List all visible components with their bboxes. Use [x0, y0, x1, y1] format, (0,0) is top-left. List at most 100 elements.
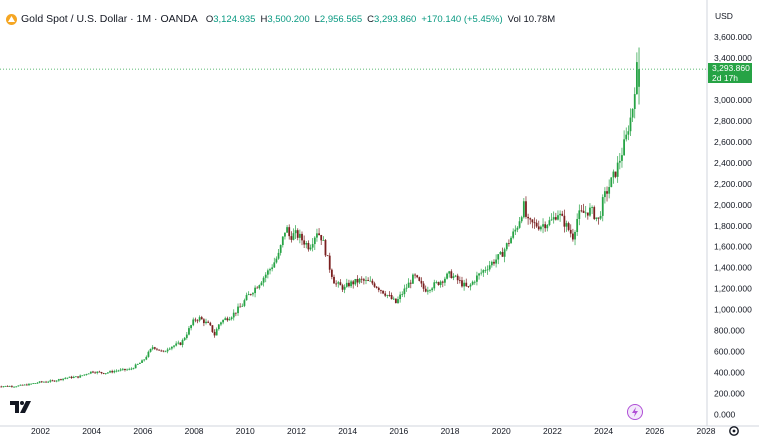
candle-body [175, 343, 178, 346]
x-tick-label: 2012 [287, 426, 306, 436]
candle-body [405, 287, 408, 289]
candle-body [119, 369, 122, 371]
candle-body [444, 278, 446, 283]
candle-body [311, 244, 314, 248]
candle-body [362, 279, 365, 281]
candle-body [196, 320, 199, 322]
candle-body [2, 386, 5, 388]
candle-body [81, 375, 84, 377]
candle-body [482, 270, 485, 273]
candle-body [337, 282, 340, 284]
candle-body [234, 312, 237, 314]
y-axis-ticks: 0.000 200.000 400.000 600.000 800.000 1,000.0… [714, 32, 752, 420]
candle-body [599, 215, 602, 219]
settings-gear-icon[interactable] [728, 424, 740, 436]
candle-body [177, 342, 180, 344]
candle-body [635, 62, 638, 95]
currency-label[interactable]: USD [715, 11, 733, 21]
symbol-title[interactable]: Gold Spot / U.S. Dollar · 1M · OANDA [21, 13, 198, 25]
candle-body [371, 280, 374, 284]
candle-body [230, 317, 233, 320]
candle-body [92, 371, 94, 373]
candle-body [341, 285, 344, 290]
candle-body [170, 346, 173, 349]
candle-body [437, 282, 440, 285]
candle-body [330, 269, 333, 277]
candle-body [136, 363, 139, 365]
candle-body [328, 255, 331, 270]
candle-body [200, 317, 203, 320]
x-tick-label: 2022 [543, 426, 562, 436]
candle-body [207, 321, 210, 323]
candle-body [320, 234, 323, 241]
candle-body [134, 364, 137, 369]
candle-body [399, 294, 402, 300]
candle-body [49, 380, 52, 382]
candle-body [542, 224, 544, 227]
candle-body [209, 322, 212, 326]
candle-body [522, 201, 525, 218]
y-tick-label: 2,400.000 [714, 158, 752, 168]
candle-body [190, 325, 192, 329]
candle-body [258, 285, 261, 289]
x-tick-label: 2002 [31, 426, 50, 436]
candle-body [104, 373, 107, 375]
tradingview-logo-icon[interactable] [10, 400, 32, 418]
candle-body [107, 372, 109, 374]
candle-body [373, 283, 376, 287]
candle-body [173, 345, 175, 347]
candle-body [497, 254, 500, 260]
lightning-bolt-icon[interactable] [627, 404, 643, 420]
candle-body [168, 348, 171, 350]
candle-body [625, 134, 628, 140]
candle-body [629, 117, 632, 132]
candle-body [593, 207, 596, 219]
y-tick-label: 0.000 [714, 410, 736, 420]
y-tick-label: 200.000 [714, 389, 745, 399]
candle-body [552, 217, 555, 220]
candle-body [518, 221, 521, 228]
candle-body [407, 282, 410, 288]
candle-body [448, 271, 451, 274]
candle-body [584, 212, 587, 214]
candle-body [281, 236, 284, 246]
candle-body [589, 207, 591, 216]
candle-body [194, 319, 197, 321]
candle-body [490, 261, 493, 266]
candle-body [574, 232, 576, 240]
gold-coin-icon[interactable] [6, 13, 17, 25]
candle-body [275, 258, 278, 263]
candle-body [565, 223, 568, 227]
candle-body [153, 347, 156, 349]
candle-body [96, 371, 99, 373]
ohlc-open: O3,124.935 [205, 13, 256, 25]
candle-body [505, 243, 508, 250]
candle-body [424, 288, 427, 292]
candle-body [162, 350, 165, 352]
candle-body [294, 230, 297, 234]
candle-body [89, 371, 92, 374]
candle-body [202, 319, 205, 324]
candle-body [62, 378, 65, 380]
candle-body [252, 293, 254, 295]
current-price-value: 3,293.860 [712, 63, 750, 73]
candle-body [469, 284, 472, 287]
candle-body [484, 270, 487, 271]
candle-body [273, 262, 276, 268]
candle-body [463, 282, 466, 287]
candle-body [377, 287, 380, 291]
candle-body [358, 278, 361, 283]
x-tick-label: 2004 [82, 426, 101, 436]
candle-body [266, 270, 269, 275]
candle-body [401, 294, 404, 295]
x-axis-ticks: 2002 2004 2006 2008 2010 2012 2014 2016 2018 2020… [31, 426, 716, 436]
candle-body [156, 348, 158, 350]
candle-body [57, 379, 60, 381]
candle-body [386, 295, 389, 296]
candle-body [367, 279, 370, 281]
candle-body [51, 380, 54, 382]
y-tick-label: 1,200.000 [714, 284, 752, 294]
candle-body [441, 281, 444, 283]
candle-body [348, 282, 350, 287]
